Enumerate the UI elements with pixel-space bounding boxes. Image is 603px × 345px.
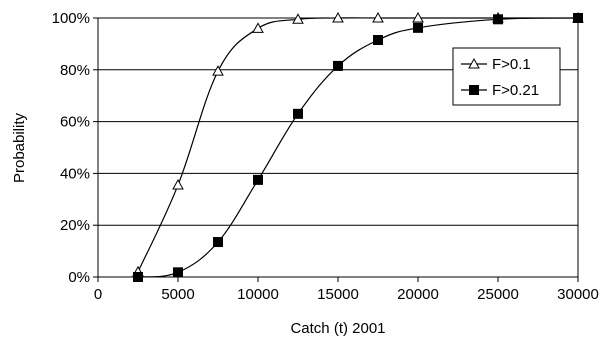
y-tick-label: 100% [52, 10, 90, 27]
series-1-point [252, 22, 264, 33]
legend: F>0.1 F>0.21 [452, 47, 561, 106]
series-2-point [213, 237, 223, 248]
series-1-point [332, 11, 344, 23]
series-layer [132, 11, 584, 282]
series-2-point [253, 174, 263, 185]
series-1-point [292, 13, 304, 24]
series-1-point [372, 11, 384, 23]
y-tick-label: 60% [60, 114, 90, 131]
series-2-point [133, 272, 143, 282]
legend-label-1: F>0.1 [492, 56, 531, 73]
legend-marker-1 [468, 57, 480, 69]
series-1-point [412, 11, 424, 23]
series-2-point [573, 13, 583, 23]
series-2-point [373, 35, 383, 46]
x-tick-label: 30000 [557, 286, 599, 303]
legend-label-2: F>0.21 [492, 82, 539, 99]
legend-items: F>0.1 F>0.21 [461, 56, 539, 99]
x-tick-label: 20000 [397, 286, 439, 303]
y-axis-title: Probability [11, 112, 28, 183]
series-1-point [212, 65, 224, 76]
x-axis-title: Catch (t) 2001 [290, 320, 385, 337]
x-tick-label: 5000 [161, 286, 194, 303]
x-tick-label: 0 [94, 286, 102, 303]
series-2-point [173, 267, 183, 278]
tick-label-layer: 0% 20% 40% 60% 80% 100% 0 5000 10000 15000 20000 25… [52, 10, 599, 303]
series-line-1 [137, 17, 578, 273]
x-tick-label: 25000 [477, 286, 519, 303]
series-1-point [172, 179, 184, 190]
x-tick-label: 10000 [237, 286, 279, 303]
y-tick-label: 0% [68, 269, 90, 286]
series-2-point [413, 22, 423, 33]
y-tick-label: 80% [60, 62, 90, 79]
legend-marker-2 [469, 85, 479, 95]
series-line-2 [137, 17, 579, 278]
legend-box [452, 47, 561, 106]
y-tick-label: 20% [60, 217, 90, 234]
y-tick-label: 40% [60, 165, 90, 182]
series-2-point [293, 108, 303, 119]
series-2-point [333, 60, 343, 71]
series-2-point [493, 14, 503, 25]
x-tick-label: 15000 [317, 286, 359, 303]
